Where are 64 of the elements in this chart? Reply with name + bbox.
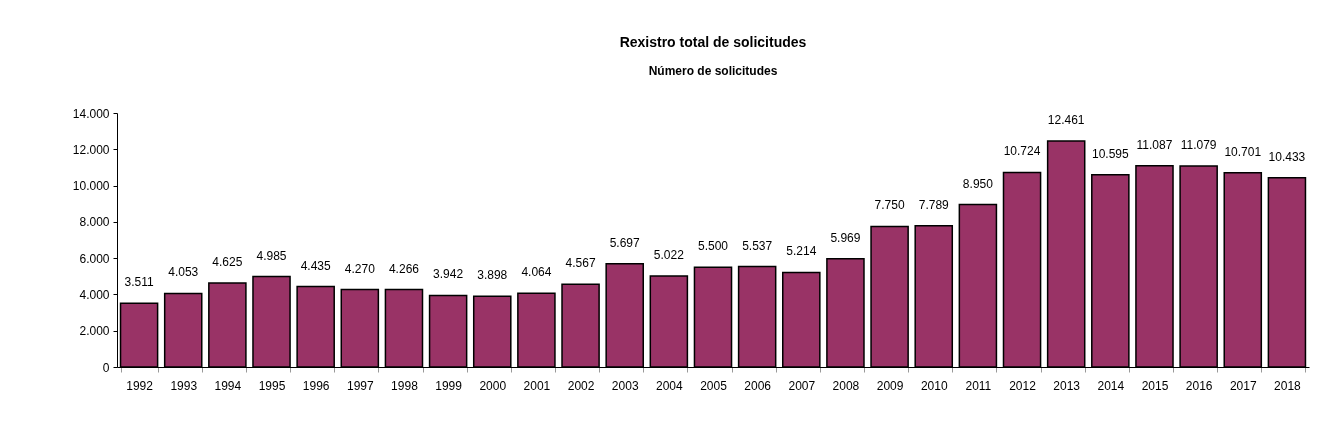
data-label: 4.266 <box>388 261 420 276</box>
x-tick-label: 2009 <box>876 378 904 393</box>
y-tick-label: 6.000 <box>79 251 110 266</box>
data-label: 10.724 <box>1003 144 1041 159</box>
x-tick-label: 1995 <box>258 378 286 393</box>
data-label: 5.697 <box>609 235 641 250</box>
y-tick-label: 8.000 <box>79 215 110 230</box>
data-label: 4.435 <box>300 258 332 273</box>
data-label: 5.500 <box>697 239 729 254</box>
chart-title: Rexistro total de solicitudes <box>619 34 807 50</box>
x-tick-label: 2012 <box>1009 378 1037 393</box>
x-tick-label: 2017 <box>1229 378 1257 393</box>
y-tick-label: 2.000 <box>79 324 110 339</box>
data-label: 4.064 <box>521 265 552 280</box>
data-label: 4.567 <box>565 256 596 271</box>
x-tick-label: 2006 <box>744 378 772 393</box>
data-label: 4.053 <box>168 265 199 280</box>
x-tick-label: 1992 <box>126 378 154 393</box>
x-tick-label: 1998 <box>391 378 419 393</box>
x-tick-label: 2014 <box>1097 378 1125 393</box>
x-tick-label: 2007 <box>788 378 816 393</box>
y-tick-label: 10.000 <box>72 179 110 194</box>
data-label: 10.433 <box>1268 149 1306 164</box>
x-tick-label: 2008 <box>832 378 860 393</box>
x-tick-label: 2004 <box>656 378 684 393</box>
x-tick-label: 2000 <box>479 378 507 393</box>
data-label: 3.511 <box>124 275 154 290</box>
data-label: 10.595 <box>1091 146 1130 161</box>
x-tick-label: 2005 <box>700 378 728 393</box>
data-label: 7.750 <box>874 198 905 213</box>
x-tick-label: 1997 <box>346 378 374 393</box>
x-tick-label: 1999 <box>435 378 463 393</box>
x-tick-label: 2011 <box>965 378 992 393</box>
data-label: 5.022 <box>653 247 685 262</box>
data-label: 5.537 <box>742 238 773 253</box>
y-tick-label: 12.000 <box>72 142 110 157</box>
x-tick-label: 1996 <box>302 378 330 393</box>
data-label: 11.079 <box>1180 138 1217 152</box>
x-tick-label: 1994 <box>214 378 242 393</box>
y-tick-label: 14.000 <box>72 106 110 121</box>
x-tick-label: 2015 <box>1141 378 1169 393</box>
data-label: 5.969 <box>830 230 861 245</box>
chart-subtitle: Número de solicitudes <box>648 64 778 78</box>
x-tick-label: 1993 <box>170 378 198 393</box>
data-label: 3.942 <box>433 267 464 282</box>
x-tick-label: 2003 <box>611 378 639 393</box>
data-label: 4.270 <box>344 261 376 276</box>
data-label: 12.461 <box>1047 112 1085 127</box>
x-tick-label: 2016 <box>1185 378 1213 393</box>
data-label: 7.789 <box>918 197 950 212</box>
x-tick-label: 2002 <box>567 378 595 393</box>
data-label: 10.701 <box>1224 144 1262 159</box>
y-tick-label: 0 <box>102 360 110 375</box>
x-tick-label: 2010 <box>920 378 948 393</box>
data-label: 11.087 <box>1136 137 1173 152</box>
x-tick-label: 2001 <box>523 378 551 393</box>
data-label: 4.985 <box>256 248 287 263</box>
y-tick-label: 4.000 <box>79 287 110 302</box>
data-label: 3.898 <box>477 268 508 283</box>
x-tick-label: 2018 <box>1274 378 1302 393</box>
data-label: 5.214 <box>786 244 817 259</box>
x-tick-label: 2013 <box>1053 378 1081 393</box>
data-label: 4.625 <box>212 255 243 270</box>
data-label: 8.950 <box>962 176 994 191</box>
